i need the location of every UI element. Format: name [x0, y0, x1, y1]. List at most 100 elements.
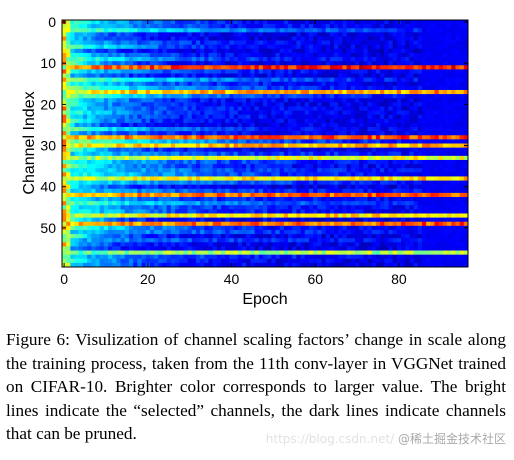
heatmap-cell — [162, 40, 167, 46]
heatmap-cell — [334, 65, 339, 70]
heatmap-cell — [442, 48, 448, 54]
heatmap-cell — [279, 65, 285, 70]
heatmap-cell — [346, 139, 352, 144]
heatmap-cell — [128, 180, 134, 186]
heatmap-cell — [392, 73, 398, 78]
heatmap-cell — [417, 213, 423, 218]
heatmap-cell — [367, 52, 373, 58]
heatmap-cell — [325, 164, 331, 169]
heatmap-cell — [216, 28, 222, 33]
heatmap-cell — [237, 172, 243, 177]
heatmap-cell — [388, 159, 394, 165]
heatmap-cell — [70, 24, 75, 29]
heatmap-cell — [87, 209, 92, 214]
heatmap-cell — [225, 36, 230, 41]
heatmap-cell — [262, 114, 268, 120]
heatmap-cell — [124, 180, 130, 186]
heatmap-cell — [108, 106, 113, 111]
heatmap-cell — [128, 143, 134, 148]
heatmap-cell — [191, 201, 197, 206]
heatmap-cell — [455, 20, 460, 25]
heatmap-cell — [91, 110, 96, 116]
heatmap-cell — [87, 32, 92, 37]
heatmap-cell — [208, 213, 214, 218]
heatmap-cell — [262, 127, 268, 132]
heatmap-cell — [95, 122, 101, 128]
heatmap-cell — [325, 155, 331, 161]
heatmap-cell — [375, 147, 381, 153]
heatmap-cell — [137, 44, 142, 50]
heatmap-cell — [162, 24, 167, 29]
heatmap-cell — [338, 52, 343, 58]
heatmap-cell — [388, 81, 394, 87]
heatmap-cell — [200, 147, 205, 153]
heatmap-cell — [237, 184, 243, 190]
heatmap-cell — [204, 69, 209, 74]
heatmap-cell — [434, 122, 440, 128]
heatmap-cell — [229, 28, 234, 33]
heatmap-cell — [354, 184, 360, 190]
heatmap-cell — [74, 44, 80, 50]
heatmap-cell — [170, 159, 176, 165]
heatmap-cell — [334, 118, 339, 124]
heatmap-cell — [288, 114, 293, 120]
heatmap-cell — [342, 106, 347, 111]
heatmap-cell — [191, 197, 197, 202]
heatmap-cell — [325, 77, 331, 83]
heatmap-cell — [434, 20, 440, 25]
heatmap-cell — [204, 44, 209, 50]
heatmap-cell — [141, 155, 147, 161]
heatmap-cell — [200, 159, 205, 165]
heatmap-cell — [271, 110, 276, 116]
heatmap-cell — [187, 151, 193, 157]
heatmap-cell — [212, 201, 218, 206]
heatmap-cell — [250, 180, 255, 186]
heatmap-cell — [317, 197, 322, 202]
heatmap-cell — [384, 131, 389, 136]
heatmap-cell — [421, 52, 427, 58]
heatmap-cell — [300, 20, 306, 25]
heatmap-cell — [246, 209, 251, 214]
heatmap-cell — [241, 81, 247, 87]
heatmap-cell — [317, 205, 322, 210]
heatmap-cell — [128, 98, 134, 103]
heatmap-cell — [200, 118, 205, 124]
heatmap-cell — [120, 81, 126, 87]
heatmap-cell — [442, 135, 448, 140]
heatmap-cell — [166, 139, 172, 144]
heatmap-cell — [371, 168, 377, 173]
heatmap-cell — [225, 192, 230, 198]
heatmap-cell — [267, 110, 272, 116]
heatmap-cell — [170, 89, 176, 95]
heatmap-cell — [183, 28, 188, 33]
heatmap-cell — [359, 110, 364, 116]
heatmap-cell — [187, 28, 193, 33]
heatmap-cell — [166, 20, 172, 25]
heatmap-cell — [288, 40, 293, 46]
heatmap-cell — [216, 205, 222, 210]
heatmap-cell — [158, 94, 163, 99]
heatmap-cell — [325, 147, 331, 153]
heatmap-cell — [154, 61, 159, 66]
heatmap-cell — [237, 229, 243, 235]
heatmap-cell — [170, 20, 176, 25]
heatmap-cell — [133, 122, 138, 128]
heatmap-cell — [438, 118, 444, 124]
heatmap-cell — [95, 69, 101, 74]
heatmap-cell — [250, 205, 255, 210]
heatmap-cell — [103, 164, 109, 169]
heatmap-cell — [187, 143, 193, 148]
heatmap-cell — [124, 40, 130, 46]
heatmap-cell — [271, 180, 276, 186]
heatmap-cell — [70, 217, 75, 223]
heatmap-cell — [149, 147, 155, 153]
heatmap-cell — [359, 28, 364, 33]
heatmap-cell — [447, 143, 452, 148]
heatmap-cell — [321, 127, 327, 132]
heatmap-cell — [108, 139, 113, 144]
heatmap-cell — [463, 127, 469, 132]
heatmap-cell — [380, 98, 385, 103]
heatmap-cell — [221, 89, 226, 95]
heatmap-cell — [375, 61, 381, 66]
heatmap-cell — [204, 217, 209, 223]
